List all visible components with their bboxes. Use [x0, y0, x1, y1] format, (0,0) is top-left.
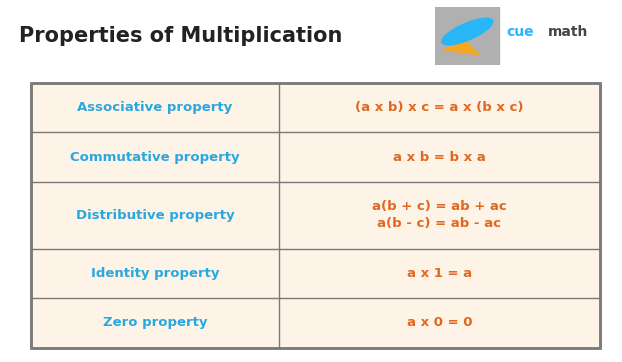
Text: Commutative property: Commutative property: [70, 151, 239, 164]
Bar: [31, 83, 600, 348]
Text: Properties of Multiplication: Properties of Multiplication: [19, 26, 342, 46]
Text: math: math: [548, 25, 588, 39]
Text: Distributive property: Distributive property: [76, 209, 234, 222]
Text: Identity property: Identity property: [91, 267, 219, 280]
Ellipse shape: [442, 18, 493, 45]
Text: a(b + c) = ab + ac
a(b - c) = ab - ac: a(b + c) = ab + ac a(b - c) = ab - ac: [372, 201, 507, 230]
Bar: [435, 7, 499, 65]
Polygon shape: [443, 41, 479, 55]
Text: Associative property: Associative property: [77, 101, 233, 114]
Text: cue: cue: [506, 25, 534, 39]
Bar: [31, 83, 600, 348]
Text: (a x b) x c = a x (b x c): (a x b) x c = a x (b x c): [355, 101, 524, 114]
Text: a x b = b x a: a x b = b x a: [393, 151, 486, 164]
Text: Zero property: Zero property: [103, 316, 207, 329]
Text: a x 0 = 0: a x 0 = 0: [407, 316, 472, 329]
Text: a x 1 = a: a x 1 = a: [407, 267, 472, 280]
